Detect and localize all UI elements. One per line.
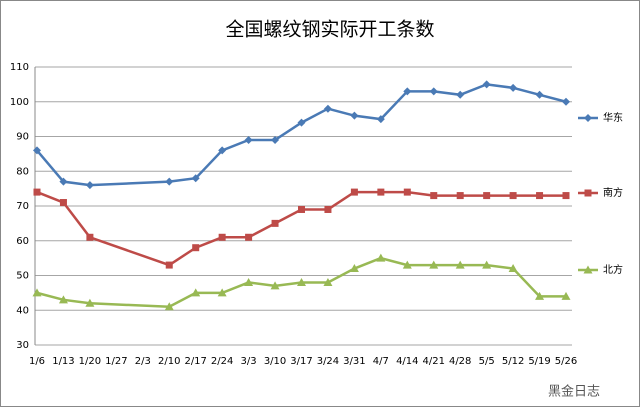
point	[455, 260, 465, 269]
point	[376, 253, 386, 262]
point	[218, 146, 227, 155]
point	[271, 135, 280, 144]
x-tick-label: 1/6	[29, 356, 45, 367]
point	[33, 188, 41, 196]
point	[297, 277, 306, 286]
point	[402, 260, 412, 269]
point	[561, 291, 571, 300]
point	[482, 80, 491, 89]
watermark: 黑金日志	[548, 384, 600, 400]
y-tick-label: 100	[10, 97, 29, 108]
point	[584, 114, 592, 122]
point	[377, 188, 385, 196]
x-tick-label: 4/28	[449, 356, 471, 367]
point	[403, 188, 411, 196]
point	[323, 104, 332, 113]
point	[164, 302, 174, 311]
point	[191, 288, 201, 297]
point	[323, 277, 333, 286]
x-tick-label: 1/20	[79, 356, 101, 367]
y-tick-label: 110	[10, 62, 29, 73]
point	[298, 205, 305, 213]
point	[191, 174, 200, 183]
point	[430, 192, 438, 200]
point	[59, 177, 68, 186]
y-tick-label: 90	[16, 132, 29, 143]
x-tick-label: 1/13	[52, 356, 74, 367]
legend-label: 北方	[603, 263, 623, 276]
point	[350, 188, 358, 196]
y-tick-label: 40	[16, 305, 29, 316]
point	[297, 118, 306, 127]
x-tick-label: 2/10	[158, 356, 180, 367]
point	[86, 233, 94, 241]
point	[583, 265, 593, 274]
point	[165, 261, 173, 269]
point	[456, 90, 465, 99]
legend-label: 南方	[603, 186, 623, 199]
x-tick-label: 5/5	[479, 356, 495, 367]
point	[59, 199, 67, 207]
point	[508, 264, 518, 273]
x-tick-label: 3/24	[317, 356, 339, 367]
point	[456, 192, 464, 200]
x-tick-label: 5/19	[528, 356, 550, 367]
point	[33, 146, 41, 155]
x-tick-label: 3/17	[290, 356, 312, 367]
x-tick-label: 2/24	[211, 356, 233, 367]
x-tick-label: 3/3	[241, 356, 257, 367]
y-tick-label: 50	[16, 271, 29, 282]
point	[584, 189, 592, 197]
point	[217, 288, 227, 297]
point	[562, 192, 570, 200]
point	[376, 115, 385, 124]
point	[85, 298, 95, 307]
point	[192, 244, 200, 252]
point	[271, 219, 279, 227]
x-tick-label: 4/14	[396, 356, 418, 367]
x-tick-label: 3/10	[264, 356, 286, 367]
point	[32, 288, 42, 297]
point	[349, 264, 359, 273]
point	[165, 177, 174, 186]
y-tick-label: 30	[16, 340, 29, 351]
point	[244, 135, 253, 144]
point	[509, 83, 518, 92]
point	[429, 87, 438, 96]
x-tick-label: 1/27	[105, 356, 127, 367]
x-tick-label: 4/7	[373, 356, 389, 367]
x-tick-label: 4/21	[423, 356, 445, 367]
point	[509, 192, 517, 200]
point	[270, 281, 280, 290]
point	[562, 97, 570, 106]
x-tick-label: 2/3	[135, 356, 151, 367]
y-tick-label: 70	[16, 201, 29, 212]
x-tick-label: 2/17	[184, 356, 206, 367]
y-tick-label: 80	[16, 166, 29, 177]
chart-title: 全国螺纹钢实际开工条数	[225, 19, 434, 41]
x-tick-label: 5/26	[555, 356, 577, 367]
point	[324, 205, 332, 213]
point	[58, 295, 68, 304]
point	[218, 233, 226, 241]
x-tick-label: 3/31	[343, 356, 365, 367]
point	[85, 181, 94, 190]
point	[245, 233, 253, 241]
legend-label: 华东	[603, 111, 623, 124]
point	[429, 260, 439, 269]
point	[244, 277, 254, 286]
point	[536, 192, 544, 200]
point	[483, 192, 491, 200]
point	[535, 291, 545, 300]
y-tick-label: 60	[16, 236, 29, 247]
x-tick-label: 5/12	[502, 356, 524, 367]
point	[350, 111, 359, 120]
point	[482, 260, 492, 269]
point	[403, 87, 412, 96]
point	[535, 90, 544, 99]
